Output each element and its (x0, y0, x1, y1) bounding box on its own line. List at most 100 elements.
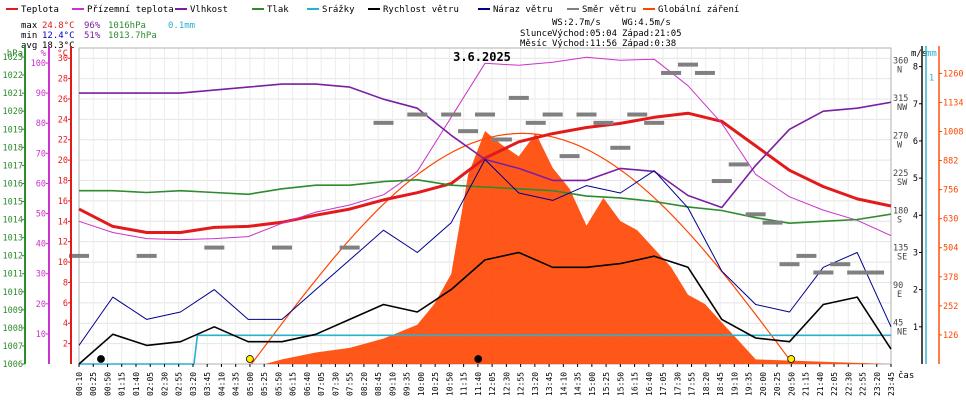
dir-compass-label-6: NW (897, 103, 908, 113)
x-tick-label-24: 10:00 (417, 372, 426, 396)
wind-direction-point-22 (694, 70, 715, 75)
moon-rise: Východ:11:56 (552, 39, 617, 49)
x-tick-label-10: 04:10 (217, 372, 226, 396)
wind-direction-point-28 (796, 253, 817, 258)
dir-compass-label-3: S (897, 215, 902, 225)
degc-axis-tick-label-14: 30 (58, 54, 68, 64)
hpa-axis-tick-label-2: 1008 (3, 324, 23, 334)
hpa-axis-tick-label-3: 1009 (3, 306, 23, 316)
x-tick-label-41: 17:05 (659, 372, 668, 396)
x-tick-label-18: 07:30 (331, 372, 340, 396)
dir-tick-label-4: 225 (893, 169, 908, 179)
series-line-6 (78, 159, 892, 346)
ms-tick-label-1: 2 (913, 286, 918, 296)
x-tick-label-2: 00:50 (103, 372, 112, 396)
wind-direction-point-19 (644, 120, 665, 125)
degc-axis-tick-label-0: 2 (63, 340, 68, 350)
x-tick-label-1: 00:25 (89, 372, 98, 396)
x-tick-label-29: 12:05 (488, 372, 497, 396)
ms-tick-label-4: 5 (913, 174, 918, 184)
stat-max-temp: 24.8°C (42, 21, 75, 31)
hpa-axis-tick-label-0: 1006 (3, 360, 23, 370)
x-tick-label-27: 11:15 (460, 372, 469, 396)
pct-axis-tick-label-0: 10 (36, 330, 46, 340)
pct-axis-tick-label-5: 60 (36, 179, 46, 189)
series-line-0 (78, 111, 892, 234)
mm-tick-label-0: 1 (929, 74, 934, 84)
stat-min-label: min (21, 31, 37, 41)
hpa-axis-tick-label-10: 1016 (3, 179, 23, 189)
dir-tick-label-0: 45 (893, 319, 903, 329)
x-tick-label-49: 20:25 (773, 372, 782, 396)
pct-axis-tick-label-4: 50 (36, 210, 46, 220)
event-markers (97, 355, 796, 363)
stat-avg-temp: 18.3°C (42, 41, 75, 51)
x-tick-label-47: 19:35 (745, 372, 754, 396)
x-tick-label-38: 15:50 (616, 372, 625, 396)
sun-rise: Východ:05:04 (552, 29, 617, 39)
x-tick-label-34: 14:10 (559, 372, 568, 396)
series-line-4 (79, 334, 891, 365)
hpa-axis-tick-label-13: 1019 (3, 125, 23, 135)
dir-compass-label-5: W (897, 140, 903, 150)
event-marker-2 (474, 355, 483, 363)
legend-label-8: Globální záření (658, 5, 739, 15)
x-tick-label-26: 10:50 (445, 372, 454, 396)
wind-direction-point-20 (661, 70, 682, 75)
x-tick-label-19: 07:55 (346, 372, 355, 396)
degc-axis-tick-label-2: 6 (63, 299, 68, 309)
wind-direction-point-15 (576, 112, 597, 117)
stat-max-hum: 96% (84, 21, 101, 31)
hpa-axis-tick-label-4: 1010 (3, 288, 23, 298)
pct-axis-tick-label-9: 100 (31, 59, 46, 69)
x-tick-label-11: 04:35 (232, 372, 241, 396)
x-tick-label-44: 18:20 (702, 372, 711, 396)
degc-axis-unit-label: °C (57, 49, 68, 59)
x-tick-label-33: 13:45 (545, 372, 554, 396)
x-tick-label-50: 20:50 (787, 372, 796, 396)
x-tick-label-31: 12:55 (517, 372, 526, 396)
wind-direction-point-29 (813, 270, 834, 275)
dir-tick-label-2: 135 (893, 244, 908, 254)
stat-avg-label: avg (21, 41, 37, 51)
legend-label-1: Přízemní teplota (87, 5, 174, 15)
x-tick-label-14: 05:50 (274, 372, 283, 396)
wm2-tick-label-0: 126 (943, 331, 958, 341)
dir-tick-label-5: 270 (893, 131, 908, 141)
hpa-axis-tick-label-8: 1014 (3, 216, 23, 226)
hpa-axis-tick-label-7: 1013 (3, 234, 23, 244)
x-tick-label-3: 01:15 (118, 372, 127, 396)
legend-label-4: Srážky (322, 5, 355, 15)
x-tick-label-55: 22:55 (859, 372, 868, 396)
x-tick-label-57: 23:45 (887, 372, 896, 396)
x-tick-label-6: 02:30 (160, 372, 169, 396)
wind-direction-point-24 (728, 162, 749, 167)
hpa-axis-tick-label-5: 1011 (3, 270, 23, 280)
wm2-tick-label-5: 756 (943, 186, 958, 196)
x-tick-label-5: 02:05 (146, 372, 155, 396)
x-tick-label-21: 08:45 (374, 372, 383, 396)
wind-gust-info: WG:4.5m/s (622, 18, 671, 28)
degc-axis-tick-label-3: 8 (63, 278, 68, 288)
wind-direction-point-32 (864, 270, 885, 275)
legend-label-5: Rychlost větru (383, 5, 459, 15)
wm2-tick-label-6: 882 (943, 157, 958, 167)
x-tick-label-30: 12:30 (502, 372, 511, 396)
legend-label-3: Tlak (267, 5, 289, 15)
ms-unit-label: m/s (911, 49, 927, 59)
wind-direction-point-21 (678, 62, 698, 67)
series-line-5 (78, 251, 892, 365)
wind-direction-point-7 (441, 112, 462, 117)
x-tick-label-36: 15:00 (588, 372, 597, 396)
degc-axis-tick-label-8: 18 (58, 177, 68, 187)
x-tick-label-0: 00:10 (75, 372, 84, 396)
sun-label: Slunce (520, 29, 553, 39)
hpa-axis-tick-label-1: 1007 (3, 342, 23, 352)
x-tick-label-42: 17:30 (673, 372, 682, 396)
hpa-axis-tick-label-11: 1017 (3, 161, 23, 171)
x-tick-label-28: 11:40 (474, 372, 483, 396)
x-tick-label-22: 09:10 (388, 372, 397, 396)
hpa-axis-unit-label: hPa (7, 49, 23, 59)
dir-tick-label-6: 315 (893, 94, 908, 104)
dir-compass-label-4: SW (897, 178, 908, 188)
